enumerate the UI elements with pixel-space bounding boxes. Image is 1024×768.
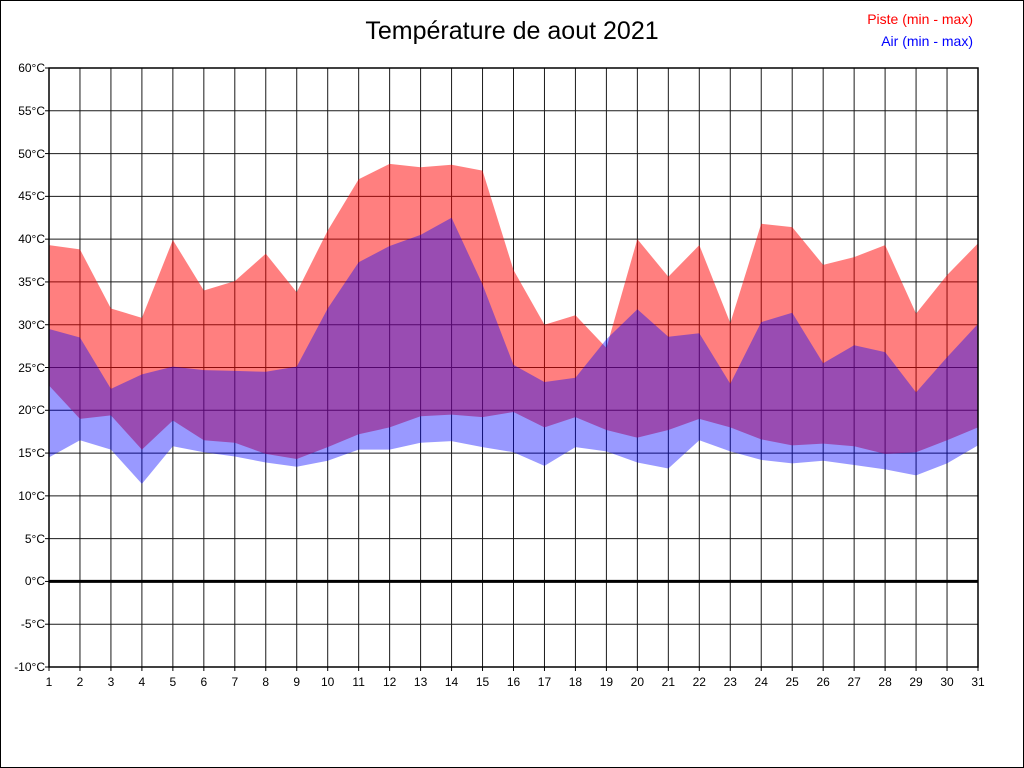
x-tick-label: 6 — [200, 675, 208, 689]
x-tick-label: 28 — [878, 675, 892, 689]
x-tick-label: 14 — [444, 675, 459, 689]
x-tick-label: 31 — [971, 675, 985, 689]
x-tick-label: 22 — [692, 675, 706, 689]
y-tick-label: 25°C — [18, 360, 45, 375]
x-tick-label: 26 — [816, 675, 830, 689]
x-tick-label: 17 — [537, 675, 552, 689]
x-tick-label: 12 — [382, 675, 397, 689]
x-tick-label: 3 — [107, 675, 115, 689]
y-tick-label: 40°C — [18, 232, 45, 247]
x-tick-label: 4 — [138, 675, 146, 689]
x-tick-label: 9 — [293, 675, 301, 689]
chart-legend: Piste (min - max) Air (min - max) — [867, 8, 973, 52]
x-tick-label: 15 — [475, 675, 490, 689]
x-tick-label: 13 — [413, 675, 428, 689]
y-tick-label: 15°C — [18, 446, 45, 461]
y-tick-label: 35°C — [18, 274, 45, 289]
x-tick-label: 27 — [847, 675, 861, 689]
x-tick-label: 23 — [723, 675, 737, 689]
x-tick-label: 8 — [262, 675, 270, 689]
x-tick-label: 7 — [231, 675, 239, 689]
y-tick-label: -5°C — [20, 617, 45, 632]
x-tick-label: 11 — [352, 675, 365, 689]
y-tick-label: 45°C — [18, 189, 45, 204]
x-tick-label: 10 — [321, 675, 335, 689]
x-tick-label: 20 — [630, 675, 645, 689]
y-tick-label: 50°C — [18, 146, 45, 161]
y-tick-label: 60°C — [18, 61, 45, 75]
y-tick-label: 55°C — [18, 103, 45, 118]
y-tick-label: -10°C — [14, 660, 45, 674]
x-tick-label: 30 — [940, 675, 954, 689]
x-tick-label: 21 — [661, 675, 675, 689]
y-tick-label: 30°C — [18, 317, 45, 332]
x-tick-label: 1 — [45, 675, 53, 689]
air-band — [49, 217, 978, 484]
x-tick-label: 19 — [599, 675, 614, 689]
chart-title: Température de aout 2021 — [365, 17, 659, 45]
x-tick-label: 24 — [754, 675, 768, 689]
x-tick-label: 25 — [785, 675, 799, 689]
y-tick-label: 0°C — [24, 574, 45, 589]
x-tick-label: 16 — [506, 675, 521, 689]
y-tick-label: 10°C — [18, 488, 45, 503]
x-tick-label: 29 — [909, 675, 923, 689]
legend-piste-label: Piste (min - max) — [867, 11, 973, 27]
y-tick-label: 20°C — [18, 403, 45, 418]
y-tick-label: 5°C — [24, 531, 45, 546]
x-tick-label: 5 — [169, 675, 177, 689]
legend-air-label: Air (min - max) — [881, 33, 973, 49]
x-tick-label: 2 — [76, 675, 84, 689]
piste-band — [49, 163, 978, 460]
x-tick-label: 18 — [568, 675, 583, 689]
